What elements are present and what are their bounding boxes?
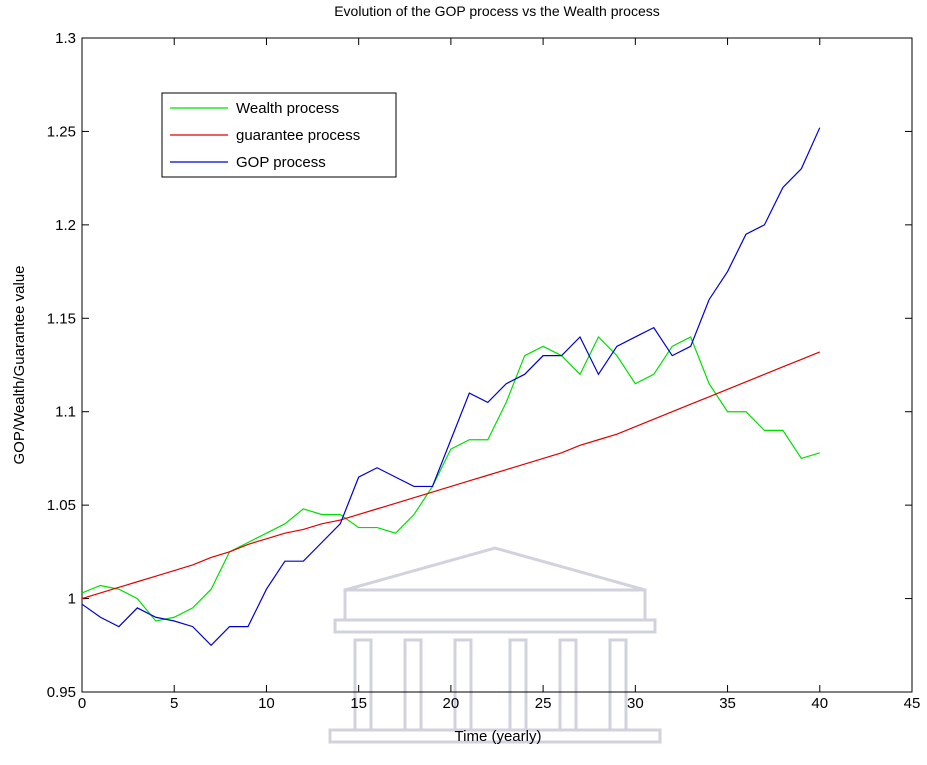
x-tick-label: 40 xyxy=(811,695,828,712)
y-tick-label: 1.2 xyxy=(55,217,76,234)
chart-title: Evolution of the GOP process vs the Weal… xyxy=(334,3,660,19)
series-line xyxy=(81,335,820,622)
x-tick-label: 45 xyxy=(904,695,921,712)
series-line xyxy=(81,351,821,600)
x-tick-label: 35 xyxy=(719,695,736,712)
x-tick-label: 10 xyxy=(258,695,275,712)
y-tick-label: 1.15 xyxy=(47,310,76,327)
watermark xyxy=(328,546,662,744)
x-tick-label: 30 xyxy=(627,695,644,712)
y-axis-label: GOP/Wealth/Guarantee value xyxy=(11,266,28,465)
x-tick-label: 0 xyxy=(78,695,86,712)
y-tick-label: 1.25 xyxy=(47,123,76,140)
y-tick-label: 1.05 xyxy=(47,497,76,514)
y-tick-label: 1 xyxy=(68,591,76,608)
x-axis-label: Time (yearly) xyxy=(455,728,542,745)
legend-label: GOP process xyxy=(236,154,326,171)
x-tick-label: 5 xyxy=(170,695,178,712)
plot-frame xyxy=(81,37,913,693)
y-tick-label: 1.3 xyxy=(55,30,76,47)
y-tick-label: 1.1 xyxy=(55,404,76,421)
legend-label: Wealth process xyxy=(236,100,339,117)
x-tick-label: 25 xyxy=(535,695,552,712)
legend-label: guarantee process xyxy=(236,127,360,144)
series-line xyxy=(81,127,821,647)
x-tick-label: 20 xyxy=(443,695,460,712)
x-tick-label: 15 xyxy=(350,695,367,712)
y-tick-label: 0.95 xyxy=(47,684,76,701)
